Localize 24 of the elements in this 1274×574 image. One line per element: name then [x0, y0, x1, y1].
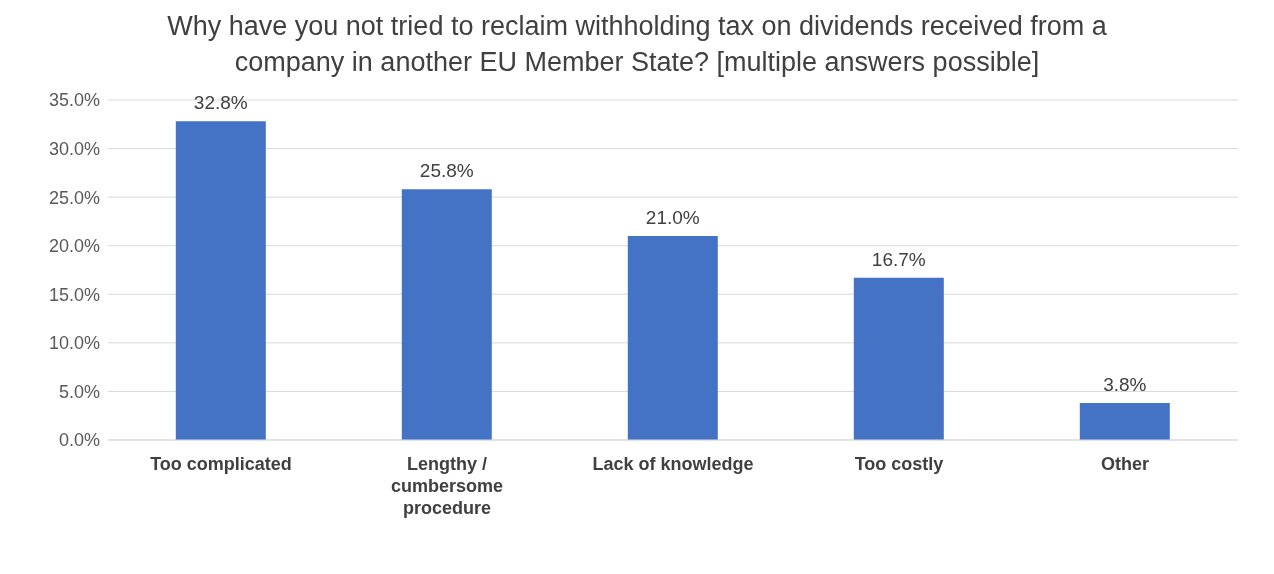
y-tick-label: 0.0% — [58, 430, 100, 451]
data-label: 3.8% — [1103, 374, 1147, 396]
x-tick-label: Lack of knowledge — [592, 454, 754, 474]
data-label: 25.8% — [419, 160, 474, 182]
x-tick-label: Too costly — [854, 454, 944, 474]
data-label: 16.7% — [871, 248, 926, 270]
bar — [853, 277, 944, 440]
bar — [1079, 403, 1170, 440]
x-tick-label: Lengthy / cumbersome procedure — [390, 454, 504, 518]
bar — [175, 121, 266, 440]
bar — [401, 189, 492, 440]
y-tick-label: 35.0% — [48, 90, 100, 111]
data-label: 32.8% — [193, 92, 248, 114]
y-tick-label: 15.0% — [48, 284, 100, 305]
x-tick-label: Too complicated — [150, 454, 292, 474]
y-tick-label: 30.0% — [48, 138, 100, 159]
x-tick-label: Other — [1100, 454, 1150, 474]
y-tick-label: 10.0% — [48, 333, 100, 354]
y-tick-label: 25.0% — [48, 187, 100, 208]
y-tick-label: 5.0% — [58, 381, 100, 402]
y-tick-label: 20.0% — [48, 236, 100, 257]
data-label: 21.0% — [645, 207, 700, 228]
bar — [627, 236, 718, 440]
chart-title: Why have you not tried to reclaim withholding tax on dividends received from a company in another EU Member State? [multiple answers possible] — [166, 10, 1108, 79]
